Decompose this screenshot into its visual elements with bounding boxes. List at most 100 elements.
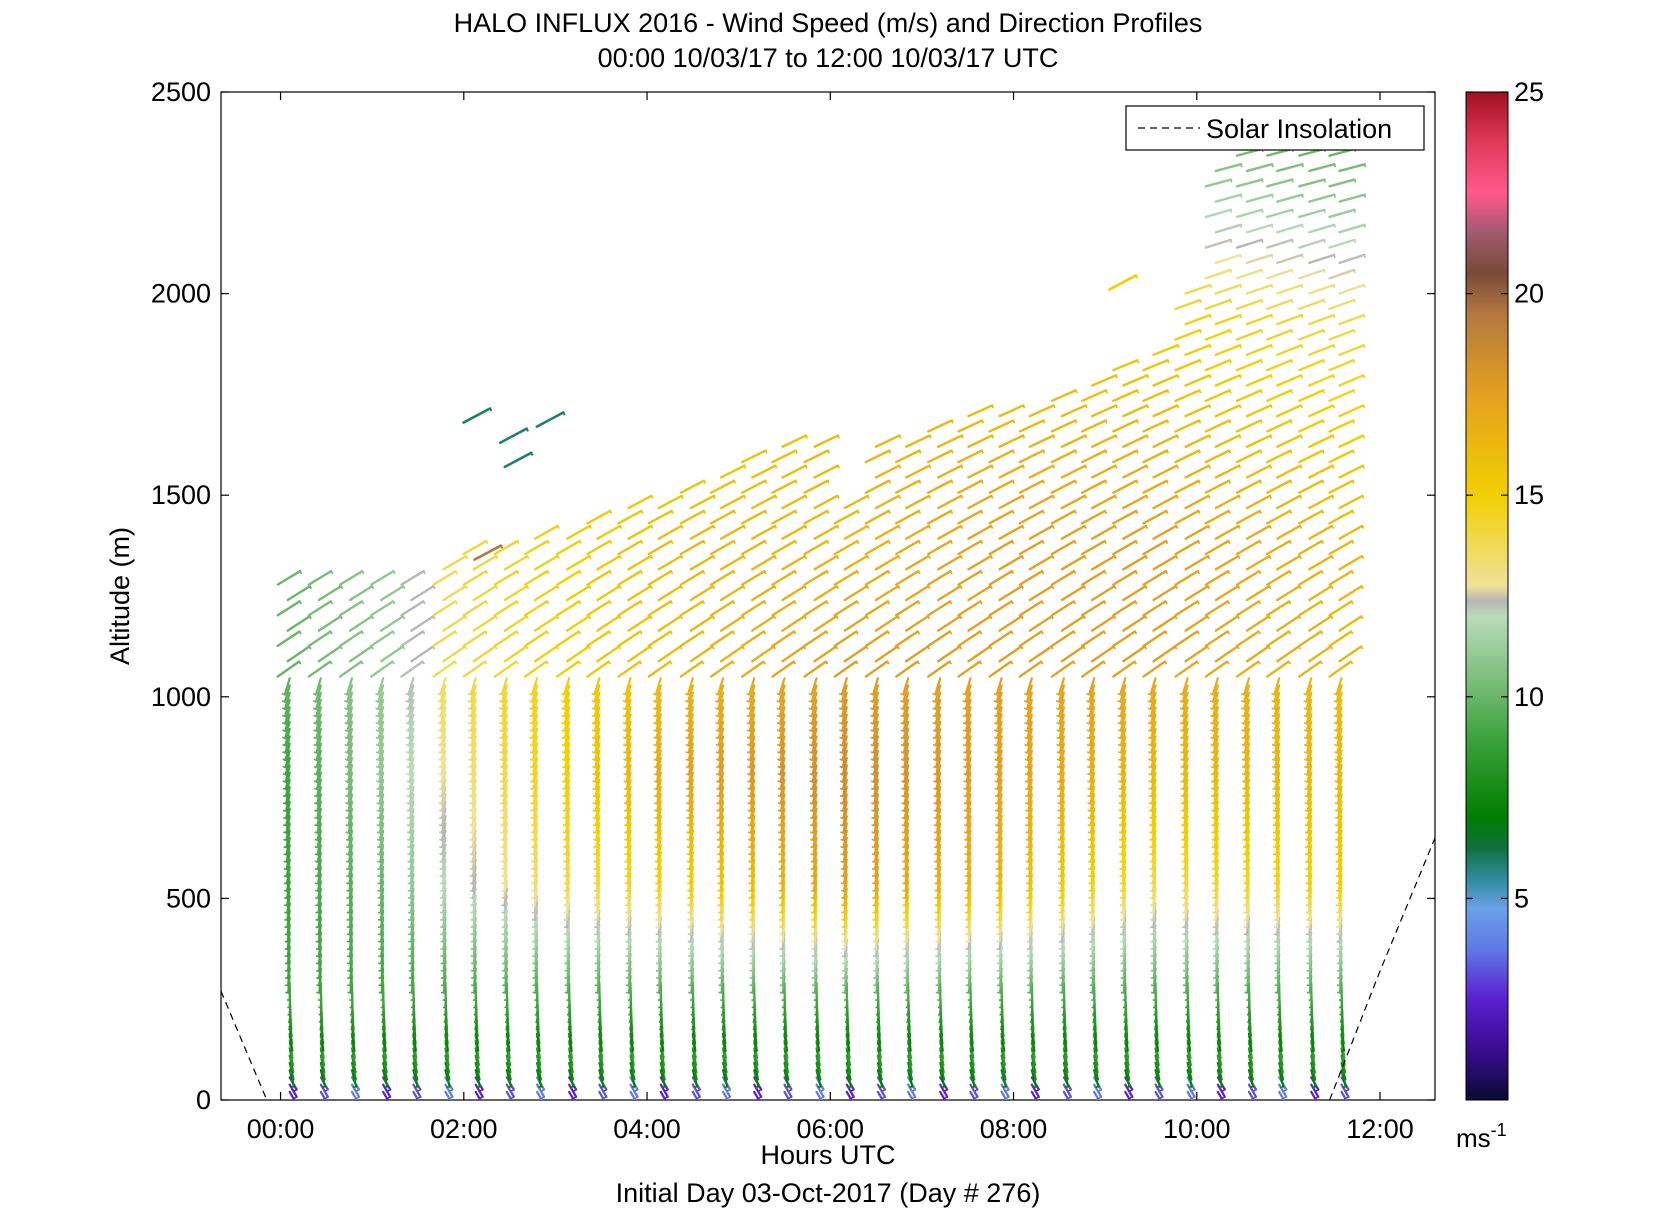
wind-barb-tip xyxy=(469,838,473,841)
wind-barb-tip xyxy=(927,615,931,620)
wind-barb xyxy=(1278,1090,1286,1100)
wind-barb xyxy=(902,720,910,740)
wind-barb-tip xyxy=(1196,600,1200,605)
wind-barb-tip xyxy=(934,875,938,878)
wind-barb-tip xyxy=(1103,630,1107,635)
wind-barb xyxy=(687,720,694,740)
wind-barb xyxy=(1090,494,1117,510)
wind-barb xyxy=(750,844,756,864)
wind-barb-tip xyxy=(283,838,287,841)
wind-barb xyxy=(996,778,1003,798)
wind-barb xyxy=(593,684,601,703)
wind-barb-tip xyxy=(870,751,874,754)
wind-barb xyxy=(1151,829,1157,849)
wind-barb-tip xyxy=(321,1078,325,1081)
wind-barb xyxy=(1150,735,1157,754)
wind-barb xyxy=(564,836,571,856)
wind-barb-tip xyxy=(1102,661,1106,665)
wind-barb-tip xyxy=(515,630,519,635)
wind-barb xyxy=(441,851,447,871)
wind-barb xyxy=(1080,630,1105,648)
wind-barb xyxy=(864,449,891,464)
wind-barb-tip xyxy=(1298,585,1302,590)
wind-barb-tip xyxy=(1117,714,1121,718)
wind-barb-tip xyxy=(375,758,380,761)
wind-barb-tip xyxy=(1117,692,1121,696)
wind-barb xyxy=(1090,865,1096,885)
wind-barb-tip xyxy=(1290,390,1294,394)
wind-barb xyxy=(563,749,571,769)
wind-barb-tip xyxy=(344,758,349,761)
wind-barb-tip xyxy=(712,555,716,560)
wind-barb xyxy=(781,464,807,479)
wind-barb xyxy=(440,742,447,762)
wind-barb-tip xyxy=(887,540,891,545)
wind-barb-tip xyxy=(970,1057,974,1060)
wind-barb xyxy=(315,756,322,776)
wind-barb xyxy=(314,691,322,711)
wind-barb-tip xyxy=(1207,555,1211,560)
wind-barb xyxy=(1088,749,1096,769)
wind-barb xyxy=(1149,677,1157,696)
wind-barb xyxy=(1028,585,1054,602)
wind-barb xyxy=(462,630,487,648)
wind-barb-tip xyxy=(896,646,900,650)
wind-barb xyxy=(1308,585,1333,602)
wind-barb xyxy=(531,691,539,711)
wind-barb xyxy=(503,554,529,571)
wind-barb xyxy=(873,844,880,864)
wind-barb-tip xyxy=(592,816,597,820)
wind-barb xyxy=(902,742,910,762)
wind-barb-tip xyxy=(283,867,287,870)
wind-barb-tip xyxy=(1050,615,1055,620)
wind-barb xyxy=(1150,749,1157,769)
wind-barb-tip xyxy=(871,853,875,856)
wind-barb-tip xyxy=(777,758,781,761)
wind-barb-tip xyxy=(1025,816,1029,820)
wind-barb xyxy=(1058,756,1066,776)
wind-barb xyxy=(876,1090,884,1100)
wind-barb xyxy=(1025,677,1033,696)
wind-barb xyxy=(532,807,539,827)
wind-barb-tip xyxy=(314,867,319,870)
wind-barb-tip xyxy=(1041,600,1045,605)
wind-barb-tip xyxy=(1283,1096,1287,1099)
wind-barb-tip xyxy=(742,555,746,560)
wind-barb-tip xyxy=(1298,615,1302,620)
wind-barb xyxy=(780,844,786,864)
wind-barb-tip xyxy=(1258,570,1262,575)
wind-barb xyxy=(1243,684,1251,703)
wind-barb xyxy=(472,887,477,907)
wind-barb-tip xyxy=(1303,743,1308,747)
wind-barb xyxy=(1152,374,1179,387)
wind-barb-tip xyxy=(529,729,533,732)
wind-barb-tip xyxy=(731,661,735,665)
wind-barb-tip xyxy=(887,570,891,575)
wind-barb xyxy=(1089,771,1096,791)
wind-barb xyxy=(687,771,694,791)
wind-barb-tip xyxy=(1087,816,1091,820)
wind-barb xyxy=(811,786,818,805)
wind-barb xyxy=(904,554,930,571)
wind-barb-tip xyxy=(1147,692,1151,696)
wind-barb-tip xyxy=(314,809,318,812)
wind-barb-tip xyxy=(1180,758,1184,761)
wind-barb xyxy=(656,858,662,878)
wind-barb-tip xyxy=(1242,816,1246,820)
wind-barb-tip xyxy=(693,1085,698,1089)
wind-barb-tip xyxy=(377,875,381,878)
wind-barb-tip xyxy=(1237,525,1241,530)
wind-barb-tip xyxy=(1241,758,1245,761)
wind-barb xyxy=(1245,858,1251,878)
wind-barb xyxy=(407,720,415,740)
wind-barb xyxy=(1018,660,1043,678)
wind-barb xyxy=(470,713,477,733)
wind-barb-tip xyxy=(917,570,921,575)
wind-barb xyxy=(719,615,745,632)
wind-barb-tip xyxy=(816,1064,820,1067)
wind-barb xyxy=(595,865,601,885)
wind-barb xyxy=(749,829,756,849)
wind-barb-tip xyxy=(282,751,286,754)
wind-barb-tip xyxy=(1236,615,1241,620)
wind-barb xyxy=(1235,600,1261,617)
